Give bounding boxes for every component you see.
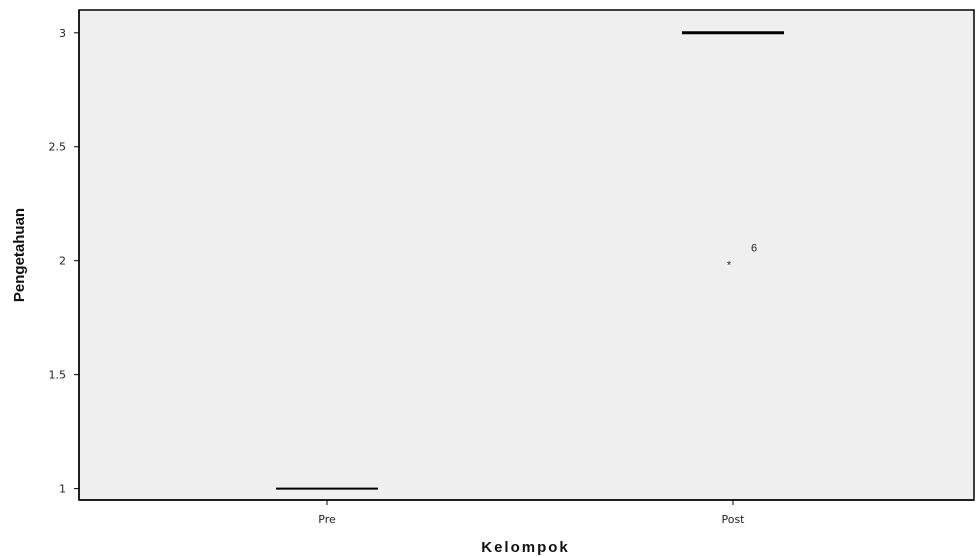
x-axis-ticks: Pre Post — [318, 500, 745, 526]
y-tick-label: 2.5 — [49, 141, 67, 154]
plot-area — [78, 9, 975, 501]
x-axis-title: Kelompok — [481, 539, 570, 556]
y-tick-label: 1.5 — [49, 369, 67, 382]
outlier-marker: * — [727, 260, 732, 272]
y-axis-title: Pengetahuan — [11, 208, 28, 302]
y-tick-label: 1 — [59, 483, 66, 496]
x-tick-label: Post — [721, 513, 745, 526]
outlier-label: 6 — [751, 243, 757, 255]
x-tick-label: Pre — [318, 513, 336, 526]
y-tick-label: 2 — [59, 255, 66, 268]
box-marks: *6 — [276, 31, 784, 490]
y-tick-label: 3 — [59, 27, 66, 40]
y-axis-ticks: 1 1.5 2 2.5 3 — [49, 27, 79, 496]
